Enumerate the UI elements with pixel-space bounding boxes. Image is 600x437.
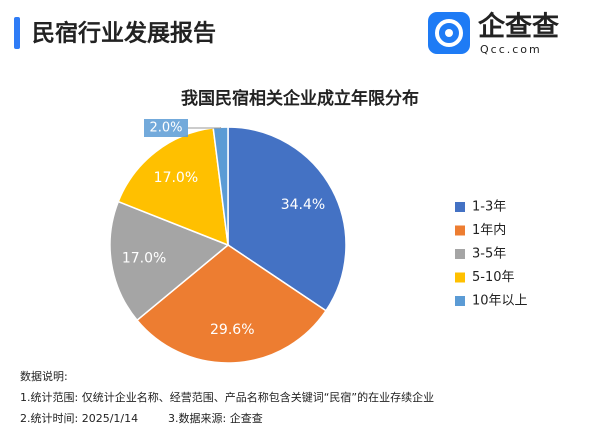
note: 数据说明:	[20, 369, 68, 383]
legend-label: 5-10年	[472, 270, 515, 285]
legend-swatch	[455, 272, 465, 283]
data-label: 17.0%	[122, 250, 166, 266]
pie-slice	[117, 127, 229, 247]
legend-label: 3-5年	[472, 247, 506, 262]
data-label: 34.4%	[281, 197, 325, 213]
data-label: 2.0%	[149, 121, 182, 136]
pie-slice	[109, 200, 230, 322]
report-title: 民宿行业发展报告	[32, 20, 216, 47]
logo-mark	[435, 19, 463, 47]
note: 3.数据来源: 企查查	[168, 411, 263, 425]
logo-domain: Qcc.com	[480, 43, 542, 56]
chart-title: 我国民宿相关企业成立年限分布	[181, 88, 419, 109]
legend-label: 1年内	[472, 222, 506, 238]
data-label: 17.0%	[154, 170, 198, 186]
title-bar	[14, 17, 20, 49]
legend-swatch	[455, 249, 465, 259]
pie-slice	[227, 126, 347, 312]
logo-dot	[445, 29, 453, 37]
legend-swatch	[455, 296, 465, 306]
legend-label: 1-3年	[472, 200, 506, 215]
note: 1.统计范围: 仅统计企业名称、经营范围、产品名称包含关键词“民宿”的在业存续企…	[20, 390, 434, 404]
leader-line	[188, 127, 222, 129]
data-label: 29.6%	[210, 322, 254, 338]
note: 2.统计时间: 2025/1/14	[20, 412, 138, 425]
label-box	[144, 119, 188, 137]
legend-label: 10年以上	[472, 294, 528, 309]
legend-swatch	[455, 202, 465, 212]
pie-slice	[136, 244, 328, 364]
legend-swatch	[455, 225, 465, 236]
logo-text: 企查查	[478, 11, 559, 43]
